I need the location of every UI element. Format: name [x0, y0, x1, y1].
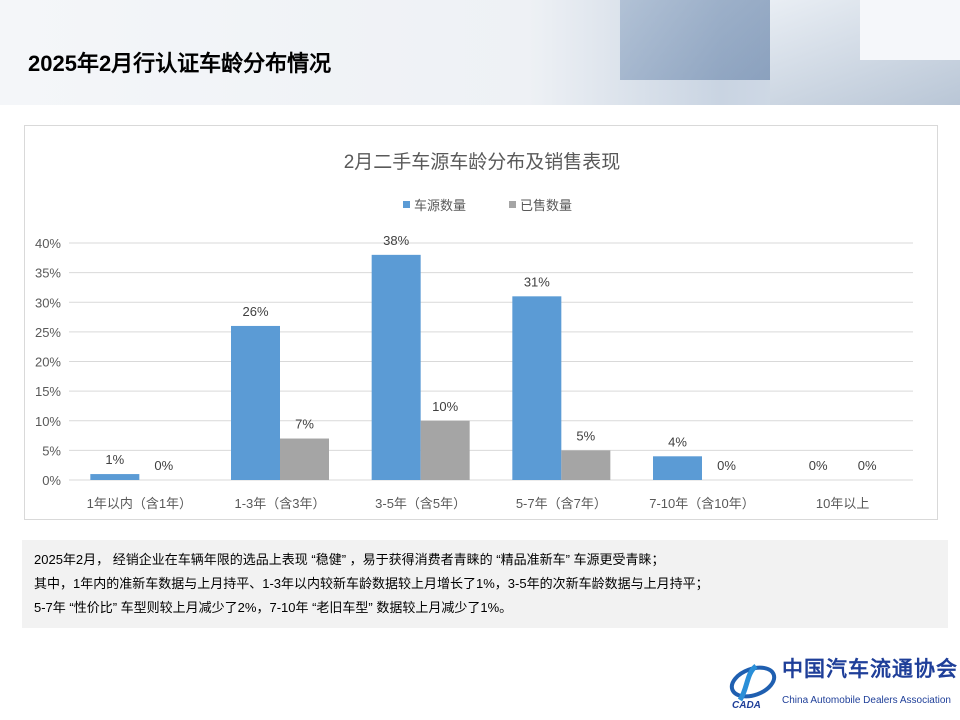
note-line: 2025年2月， 经销企业在车辆年限的选品上表现 “稳健” ，易于获得消费者青睐…: [34, 552, 665, 567]
data-label: 26%: [242, 304, 268, 319]
data-label: 1%: [105, 452, 124, 467]
data-label: 5%: [576, 428, 595, 443]
bar-sold: [420, 420, 470, 480]
x-tick-label: 3-5年（含5年）: [375, 496, 466, 511]
y-tick-label: 20%: [35, 355, 61, 370]
data-label: 38%: [383, 233, 409, 248]
header-banner: 2025年2月行认证车龄分布情况: [0, 0, 960, 105]
cada-logo: CADA 中国汽车流通协会 China Automobile Dealers A…: [728, 656, 958, 714]
bar-supply: [653, 456, 702, 480]
bar-supply: [512, 296, 562, 480]
bar-sold: [561, 450, 611, 480]
x-tick-label: 1年以内（含1年）: [87, 496, 192, 511]
y-tick-label: 40%: [35, 236, 61, 251]
logo-en: China Automobile Dealers Association: [782, 695, 951, 706]
note-line: 其中，1年内的准新车数据与上月持平、1-3年以内较新车龄数据较上月增长了1%，3…: [34, 576, 709, 591]
legend-swatch: [509, 201, 516, 208]
page-title: 2025年2月行认证车龄分布情况: [28, 51, 332, 76]
chart-container: 2月二手车源车龄分布及销售表现车源数量 已售数量 0% 5% 10% 15% 20% 25% 3…: [24, 125, 938, 520]
data-label: 0%: [858, 458, 877, 473]
y-tick-label: 5%: [42, 443, 61, 458]
logo-cn: 中国汽车流通协会: [782, 656, 958, 681]
x-tick-label: 1-3年（含3年）: [234, 496, 325, 511]
y-tick-label: 10%: [35, 414, 61, 429]
data-label: 4%: [668, 434, 687, 449]
banner-image: [620, 0, 770, 80]
legend-swatch: [403, 201, 410, 208]
legend-label: 车源数量: [414, 198, 466, 213]
note-line: 5-7年 “性价比” 车型则较上月减少了2%，7-10年 “老旧车型” 数据较上…: [34, 600, 513, 615]
svg-text:CADA: CADA: [732, 700, 761, 710]
data-label: 10%: [432, 399, 458, 414]
bar-supply: [371, 254, 421, 480]
bar-supply: [90, 474, 140, 480]
legend-label: 已售数量: [520, 198, 572, 213]
note-panel: 2025年2月， 经销企业在车辆年限的选品上表现 “稳健” ，易于获得消费者青睐…: [22, 540, 948, 628]
x-tick-label: 7-10年（含10年）: [649, 496, 754, 511]
data-label: 0%: [154, 458, 173, 473]
chart-title: 2月二手车源车龄分布及销售表现: [344, 151, 621, 173]
data-label: 0%: [717, 458, 736, 473]
y-tick-label: 15%: [35, 384, 61, 399]
cada-logo-mark: CADA: [729, 664, 777, 710]
data-label: 0%: [809, 458, 828, 473]
y-tick-label: 35%: [35, 266, 61, 281]
x-tick-label: 5-7年（含7年）: [516, 496, 607, 511]
y-tick-label: 0%: [42, 473, 61, 488]
bar-supply: [231, 325, 280, 480]
x-tick-label: 10年以上: [816, 496, 869, 511]
y-tick-label: 25%: [35, 325, 61, 340]
banner-image: [860, 0, 960, 60]
data-label: 31%: [524, 274, 550, 289]
y-tick-label: 30%: [35, 295, 61, 310]
data-label: 7%: [295, 417, 314, 432]
bar-sold: [280, 438, 329, 480]
